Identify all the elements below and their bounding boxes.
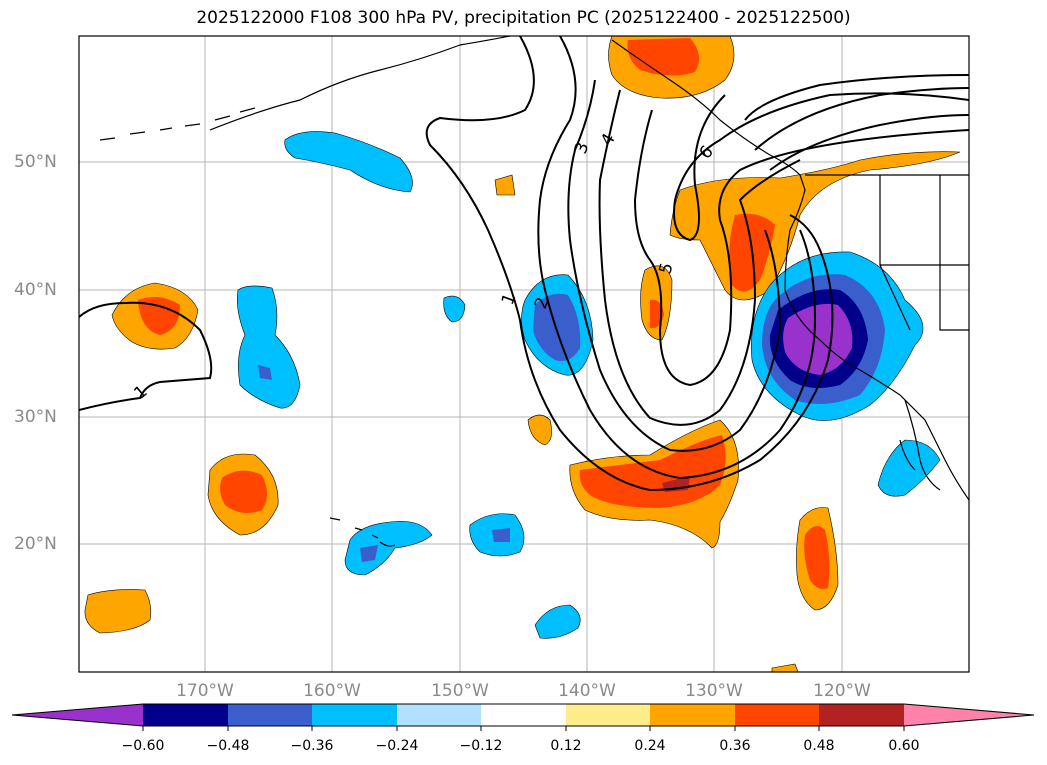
lat-label: 50°N	[14, 152, 57, 172]
lon-label: 160°W	[303, 681, 361, 701]
lon-label: 120°W	[813, 681, 871, 701]
pv-contour-line	[769, 114, 969, 171]
coastline-alaska	[209, 36, 511, 131]
precip-positive-area	[627, 38, 699, 76]
colorbar-tick-label: 0.60	[888, 738, 920, 754]
colorbar-segment	[650, 704, 735, 726]
lon-label: 150°W	[431, 681, 489, 701]
colorbar-segment	[312, 704, 397, 726]
colorbar-segment	[143, 704, 228, 726]
pv-contour-label: 5	[656, 261, 678, 277]
coastline-bc	[611, 39, 806, 291]
precip-negative-area	[344, 521, 433, 576]
precip-negative-area	[258, 365, 272, 380]
colorbar-segment	[228, 704, 312, 726]
colorbar-tick-label: 0.24	[634, 738, 666, 754]
precip-negative-area	[360, 545, 378, 562]
state-border	[879, 175, 969, 331]
precip-positive-area	[494, 174, 516, 196]
precip-positive-area	[138, 296, 180, 335]
coastline-baja	[899, 399, 941, 491]
precip-negative-area	[443, 295, 466, 323]
colorbar-segment	[397, 704, 481, 726]
precip-positive-area	[771, 663, 799, 672]
colorbar-tick-label: 0.12	[550, 738, 582, 754]
coastline-california	[784, 289, 969, 501]
colorbar-segment	[481, 704, 566, 726]
map-title: 2025122000 F108 300 hPa PV, precipitatio…	[196, 8, 851, 28]
precip-negative-area	[492, 528, 510, 542]
coastline-aleutians	[99, 107, 256, 141]
precip-positive-area	[84, 589, 152, 634]
colorbar-tick-label: −0.48	[206, 738, 250, 754]
pv-contour-line	[537, 36, 817, 480]
lon-label: 140°W	[558, 681, 616, 701]
colorbar-tick-label: −0.36	[290, 738, 334, 754]
colorbar-tick-label: −0.12	[459, 738, 503, 754]
colorbar-segment	[12, 704, 143, 726]
plot-border	[78, 35, 970, 673]
lon-label: 170°W	[176, 681, 234, 701]
pv-contour-line	[673, 92, 969, 242]
colorbar-segment	[566, 704, 650, 726]
pv-contour-line	[754, 87, 969, 151]
pv-contour-line	[744, 74, 969, 121]
colorbar-tick-label: −0.60	[121, 738, 165, 754]
colorbar-tick-label: 0.36	[719, 738, 751, 754]
pv-contours	[79, 36, 969, 492]
colorbar-tick-label: 0.48	[803, 738, 835, 754]
precip-negative-area	[237, 285, 301, 409]
precip-negative-area	[783, 303, 853, 375]
precip-negative-area	[534, 604, 581, 639]
precip-positive-area	[527, 414, 552, 446]
colorbar-segment	[904, 704, 1034, 726]
lat-label: 20°N	[14, 534, 57, 554]
colorbar-segment	[735, 704, 819, 726]
precip-negative-area	[877, 439, 941, 497]
colorbar-tick-label: −0.24	[375, 738, 419, 754]
lon-label: 130°W	[685, 681, 743, 701]
lat-label: 30°N	[14, 407, 57, 427]
colorbar	[11, 703, 1035, 731]
pv-contour-line	[633, 109, 969, 387]
pv-contour-line	[598, 89, 801, 426]
pv-contour-line	[79, 301, 213, 411]
precip-positive-area	[220, 470, 267, 514]
lat-label: 40°N	[14, 280, 57, 300]
colorbar-segment	[819, 704, 904, 726]
precip-negative-area	[284, 131, 413, 193]
precip-positive-area	[579, 435, 726, 508]
hawaii-islands	[329, 517, 396, 547]
precip-positive-area	[804, 526, 830, 589]
coastlines	[99, 36, 969, 547]
pv-contour-line	[567, 79, 782, 452]
pv-contour-line	[425, 36, 834, 492]
